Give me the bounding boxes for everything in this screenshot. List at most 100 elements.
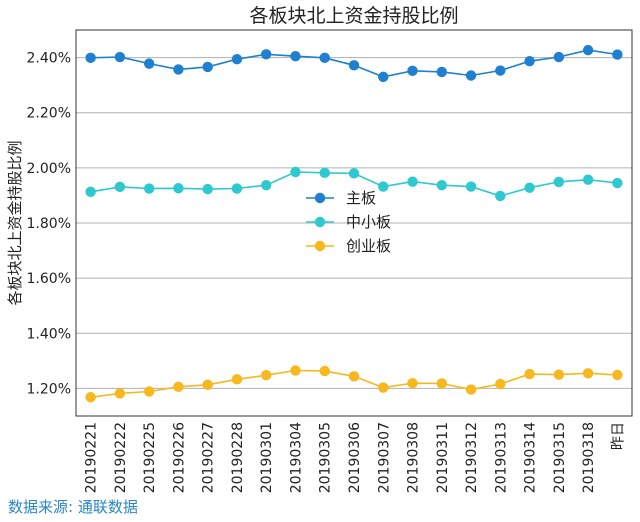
data-point [495, 65, 506, 76]
data-point [524, 182, 535, 193]
legend-item[interactable]: 主板 [306, 189, 376, 207]
x-tick-label: 20190304 [288, 422, 304, 493]
data-point [231, 374, 243, 385]
data-point [612, 49, 623, 60]
data-point [261, 369, 272, 381]
plot-frame [75, 29, 633, 417]
data-point [378, 382, 389, 393]
data-point [436, 378, 447, 389]
data-point [582, 174, 594, 185]
x-tick-label: 20190314 [523, 422, 539, 493]
data-point [173, 183, 184, 194]
y-ticks: 1.20% 1.40% 1.60% 1.80% 2.00% 2.20% 2.40% [27, 51, 71, 398]
x-tick-label: 昨日 [610, 422, 626, 450]
data-point [85, 186, 96, 198]
data-point [290, 166, 301, 178]
y-tick-label: 2.20% [27, 106, 71, 122]
data-point [553, 369, 565, 380]
data-point [465, 70, 477, 81]
data-point [378, 181, 389, 192]
x-tick-label: 20190225 [142, 422, 158, 493]
data-point [524, 55, 535, 67]
x-tick-label: 20190313 [493, 422, 509, 493]
x-tick-label: 20190301 [259, 422, 275, 493]
data-point [407, 377, 418, 389]
data-point [261, 180, 272, 191]
data-point [143, 58, 155, 69]
data-point [348, 168, 360, 179]
legend-label: 创业板 [346, 237, 391, 255]
x-tick-label: 20190305 [318, 422, 334, 493]
data-point [290, 50, 301, 62]
legend-label: 主板 [346, 189, 376, 207]
data-point [290, 365, 301, 376]
data-point [465, 181, 477, 192]
data-point [407, 176, 418, 187]
y-tick-label: 1.80% [27, 216, 71, 232]
data-point [173, 381, 184, 392]
data-point [348, 60, 360, 71]
data-point [114, 181, 126, 193]
x-ticks: 20190221 20190222 20190225 20190226 20190227… [84, 422, 627, 493]
data-point [612, 369, 623, 381]
data-point [378, 71, 389, 83]
data-point [612, 177, 623, 189]
y-tick-label: 1.40% [27, 326, 71, 342]
x-tick-label: 20190307 [376, 422, 392, 493]
data-point [553, 51, 565, 63]
legend-label: 中小板 [346, 213, 391, 231]
y-tick-label: 2.40% [27, 51, 71, 67]
data-point [319, 365, 330, 377]
data-point [495, 378, 506, 390]
data-point [553, 176, 565, 188]
data-point [524, 368, 535, 380]
data-point [407, 65, 418, 77]
legend-marker [314, 192, 326, 204]
chart-title: 各板块北上资金持股比例 [249, 5, 458, 27]
series-0 [85, 44, 623, 83]
x-tick-label: 20190312 [464, 422, 480, 493]
data-point [582, 44, 594, 56]
legend-marker [314, 216, 326, 228]
gridlines [76, 57, 632, 389]
data-point [202, 61, 213, 73]
legend-marker [314, 240, 326, 252]
data-point [348, 371, 360, 382]
x-tick-label: 20190226 [171, 422, 187, 493]
data-point [202, 379, 213, 391]
x-tick-label: 20190318 [581, 422, 597, 493]
data-point [85, 392, 96, 403]
data-point [143, 183, 155, 194]
data-point [114, 388, 126, 399]
data-point [319, 167, 330, 179]
x-tick-label: 20190221 [84, 422, 100, 493]
data-point [114, 51, 126, 63]
data-point [85, 52, 96, 64]
y-tick-label: 1.20% [27, 381, 71, 397]
data-point [143, 386, 155, 397]
y-tick-label: 1.60% [27, 271, 71, 287]
data-point [173, 64, 184, 75]
y-axis-label: 各板块北上资金持股比例 [6, 140, 24, 305]
data-point [436, 180, 447, 191]
x-tick-label: 20190222 [113, 422, 129, 493]
x-tick-label: 20190306 [347, 422, 363, 493]
data-point [231, 54, 243, 65]
series-2 [85, 365, 623, 403]
data-point [231, 183, 243, 194]
x-tick-label: 20190228 [230, 422, 246, 493]
series-1 [85, 166, 623, 202]
y-tick-label: 2.00% [27, 161, 71, 177]
source-note: 数据来源: 通联数据 [8, 498, 138, 516]
x-tick-label: 20190311 [435, 422, 451, 493]
legend-item[interactable]: 创业板 [306, 237, 391, 255]
data-point [261, 49, 272, 60]
data-point [465, 384, 477, 395]
data-point [582, 368, 594, 379]
x-tick-label: 20190227 [201, 422, 217, 493]
data-point [319, 52, 330, 64]
series-group [85, 44, 623, 403]
legend-item[interactable]: 中小板 [306, 213, 391, 231]
